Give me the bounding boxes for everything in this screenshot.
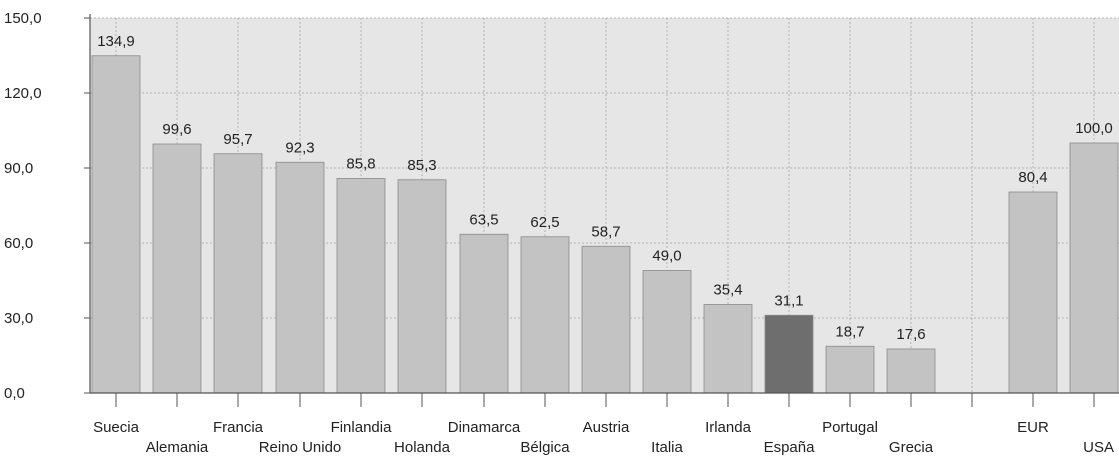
bar-value-label: 18,7 <box>835 323 864 340</box>
bar-14 <box>1008 191 1058 394</box>
bar-value-label: 62,5 <box>530 214 559 231</box>
y-tick-label: 0,0 <box>4 385 25 402</box>
x-tick-label: Austria <box>583 419 630 436</box>
bar-value-label: 85,8 <box>346 156 375 173</box>
bar-value-label: 85,3 <box>407 157 436 174</box>
bar-13 <box>886 348 936 394</box>
x-tick-label: USA <box>1083 439 1114 456</box>
x-tick-label: Irlanda <box>705 419 752 436</box>
y-tick-label: 120,0 <box>4 85 42 102</box>
x-tick-label: Bélgica <box>520 439 570 456</box>
bar-11 <box>764 314 814 394</box>
y-axis: 0,0 30,0 60,0 90,0 120,0 150,0 <box>4 10 91 402</box>
x-tick-label: Suecia <box>93 419 140 436</box>
y-tick-label: 30,0 <box>4 310 33 327</box>
bar-6 <box>459 233 509 394</box>
bar-value-label: 92,3 <box>285 139 314 156</box>
x-tick-label: EUR <box>1017 419 1049 436</box>
bar-value-label: 63,5 <box>469 211 498 228</box>
bar-9 <box>642 270 692 394</box>
bar-3 <box>275 161 325 394</box>
x-tick-label: Francia <box>213 419 264 436</box>
bar-7 <box>520 236 570 394</box>
bar-15 <box>1069 142 1119 394</box>
x-tick-label: Italia <box>651 439 683 456</box>
bar-value-label: 80,4 <box>1018 169 1047 186</box>
x-tick-label: Holanda <box>394 439 451 456</box>
bar-10 <box>703 304 753 394</box>
bars <box>91 55 1119 394</box>
x-tick-label: Alemania <box>146 439 209 456</box>
y-tick-label: 60,0 <box>4 235 33 252</box>
bar-value-label: 99,6 <box>162 121 191 138</box>
bar-value-label: 17,6 <box>896 326 925 343</box>
bar-5 <box>397 179 447 394</box>
y-tick-label: 150,0 <box>4 10 42 27</box>
bar-8 <box>581 245 631 394</box>
x-tick-label: Dinamarca <box>448 419 521 436</box>
bar-1 <box>152 143 202 394</box>
bar-value-label: 31,1 <box>774 292 803 309</box>
x-tick-label: Portugal <box>822 419 878 436</box>
bar-value-label: 49,0 <box>652 248 681 265</box>
bar-2 <box>213 153 263 394</box>
bar-4 <box>336 178 386 394</box>
x-tick-label: Finlandia <box>331 419 393 436</box>
bar-value-label: 58,7 <box>591 223 620 240</box>
x-tick-label: Grecia <box>889 439 934 456</box>
bar-value-label: 35,4 <box>713 282 742 299</box>
value-labels: 134,9 99,6 95,7 92,3 85,8 85,3 63,5 62,5 58,7 49,… <box>97 33 1113 343</box>
bar-12 <box>825 345 875 394</box>
x-tick-label: Reino Unido <box>259 439 342 456</box>
y-tick-label: 90,0 <box>4 160 33 177</box>
x-tick-label: España <box>764 439 816 456</box>
bar-value-label: 95,7 <box>223 131 252 148</box>
bar-value-label: 100,0 <box>1075 120 1113 137</box>
bar-0 <box>91 55 141 394</box>
bar-value-label: 134,9 <box>97 33 135 50</box>
